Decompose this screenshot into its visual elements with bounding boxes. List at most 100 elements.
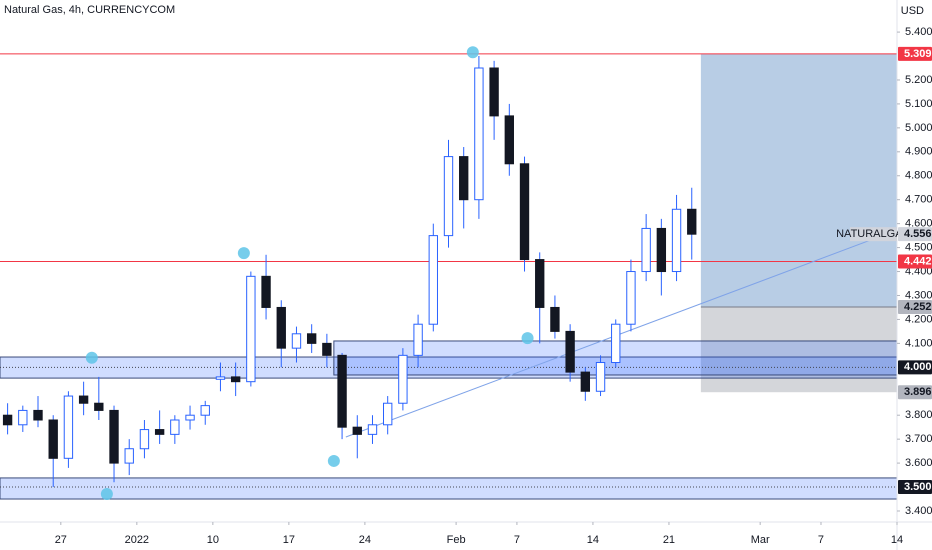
candle-body [580, 371, 591, 392]
marker [466, 46, 479, 59]
candle-body [535, 259, 545, 308]
price-badge-label: 5.309 [904, 48, 932, 60]
currency: USD [901, 5, 924, 17]
candle-body [33, 409, 43, 421]
trendline [345, 229, 898, 438]
x-tick-label: Feb [447, 534, 466, 546]
candle-body [595, 362, 606, 392]
symbol-tag [850, 227, 897, 242]
price-badge-label: 3.896 [904, 386, 932, 398]
candle-body [504, 115, 514, 165]
x-tick-label: 14 [891, 534, 903, 546]
candle-body [276, 306, 286, 349]
x-tick-label: 24 [359, 534, 371, 546]
candle-body [550, 306, 560, 332]
zone [0, 477, 898, 500]
candle-body [48, 419, 58, 459]
plot [0, 46, 898, 500]
x-tick-label: 7 [818, 534, 824, 546]
candle-body [656, 227, 667, 273]
candle-body [565, 330, 575, 373]
candle-body [230, 376, 241, 383]
candle-body [352, 426, 362, 435]
y-tick-label: 5.100 [905, 98, 932, 110]
y-tick-label: 4.700 [905, 194, 932, 206]
candle-body [306, 333, 317, 344]
y-tick-label: 4.600 [905, 218, 932, 230]
price-badge-label: 4.442 [904, 255, 932, 267]
y-tick-label: 4.900 [905, 146, 932, 158]
candle-body [337, 354, 347, 428]
y-tick-label: 3.700 [905, 433, 932, 445]
candle-body [170, 419, 180, 435]
candle-body [383, 402, 393, 426]
candle-body [185, 414, 195, 421]
price-badge [898, 254, 932, 269]
candle-body [641, 227, 651, 273]
x-tick-label: 21 [663, 534, 675, 546]
y-tick-label: 3.400 [905, 505, 932, 517]
y-tick-label: 5.400 [905, 26, 932, 38]
marker [237, 247, 250, 260]
y-tick-label: 4.200 [905, 313, 932, 325]
price-badge [898, 299, 932, 314]
candle-body [459, 156, 469, 201]
candle-body [687, 208, 697, 235]
candle-body [94, 402, 104, 411]
price-badge-label: 3.500 [904, 481, 932, 493]
y-tick-label: 5.200 [905, 74, 932, 86]
candle-body [611, 323, 621, 364]
x-tick-label: 2022 [125, 534, 149, 546]
y-tick-label: 5.000 [905, 122, 932, 134]
x-tick-label: Mar [751, 534, 770, 546]
candle-body [139, 429, 150, 450]
candle-body [63, 395, 74, 459]
marker [521, 332, 534, 345]
price-badge-label: 4.556 [904, 228, 932, 240]
candle-body [2, 414, 13, 426]
price-badge-label: 4.000 [904, 361, 932, 373]
candle-body [18, 409, 28, 426]
x-tick-label: 7 [514, 534, 520, 546]
chart-title: Natural Gas, 4h, CURRENCYCOM [4, 4, 175, 16]
candle-body [474, 67, 484, 201]
y-tick-label: 4.300 [905, 289, 932, 301]
candle-body [489, 67, 499, 117]
price-badge [898, 46, 932, 61]
candle-body [215, 376, 226, 380]
x-tick-label: 10 [207, 534, 219, 546]
candle-body [626, 271, 636, 325]
price-badge [898, 480, 932, 495]
candle-body [246, 275, 256, 383]
y-tick-label: 4.800 [905, 170, 932, 182]
price-badge-label: 4.252 [904, 301, 932, 313]
price-badge [898, 360, 932, 375]
candle-body [154, 429, 165, 435]
candle-body [200, 405, 210, 416]
y-tick-label: 3.600 [905, 457, 932, 469]
candle-body [428, 235, 438, 325]
y-tick-label: 3.800 [905, 409, 932, 421]
x-tick-label: 27 [55, 534, 67, 546]
marker [100, 487, 113, 500]
candle-body [322, 342, 332, 356]
candle-body [443, 156, 454, 237]
position-target [700, 53, 897, 307]
candle-body [291, 333, 302, 349]
candle-body [367, 424, 378, 435]
candle-body [671, 208, 682, 273]
candle-body [413, 323, 423, 356]
marker [327, 454, 340, 467]
price-badge [898, 385, 932, 400]
x-tick-label: 14 [587, 534, 599, 546]
symbol-label: NATURALGAS [836, 228, 910, 240]
x-tick-label: 17 [283, 534, 295, 546]
candle-body [261, 275, 271, 308]
candle-body [519, 163, 530, 261]
candle-body [124, 448, 134, 464]
y-tick-label: 4.100 [905, 337, 932, 349]
marker [85, 351, 98, 364]
y-tick-label: 4.500 [905, 241, 932, 253]
candle-body [109, 409, 119, 464]
